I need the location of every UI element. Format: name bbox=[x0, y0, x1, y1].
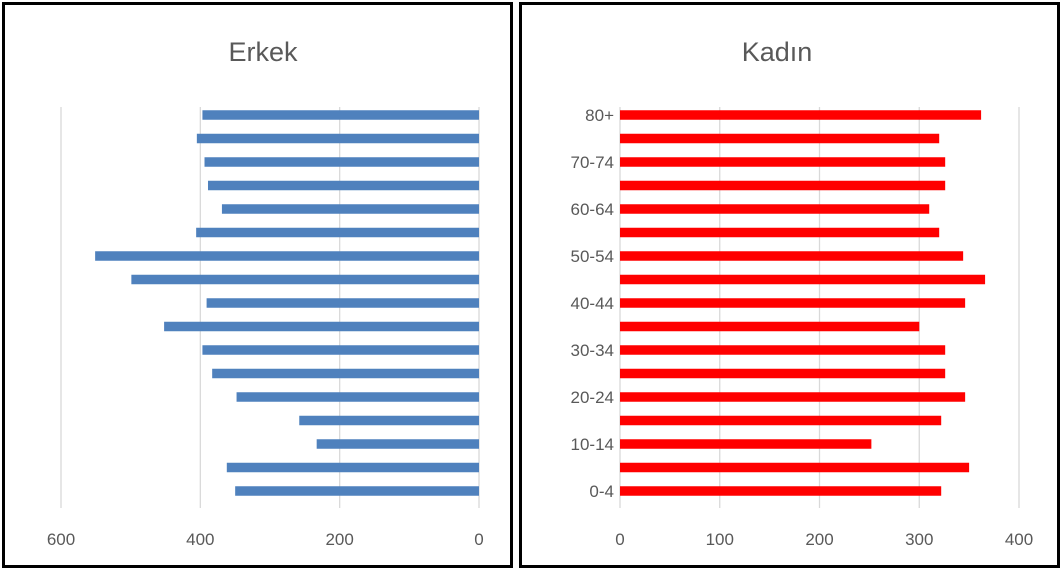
bar-5-9 bbox=[226, 462, 479, 473]
x-tick-label: 200 bbox=[325, 530, 353, 549]
y-category-label: 40-44 bbox=[571, 294, 614, 313]
x-tick-label: 200 bbox=[805, 530, 833, 549]
bar-40-44 bbox=[620, 298, 966, 308]
bar-60-64 bbox=[221, 204, 479, 214]
bar-5-9 bbox=[620, 462, 970, 473]
bar-80+ bbox=[620, 110, 982, 120]
y-category-label: 70-74 bbox=[571, 153, 614, 172]
y-category-label: 80+ bbox=[585, 106, 614, 125]
x-tick-label: 300 bbox=[905, 530, 933, 549]
y-category-label: 60-64 bbox=[571, 200, 614, 219]
bar-55-59 bbox=[196, 227, 480, 238]
bar-35-39 bbox=[164, 321, 479, 332]
bar-40-44 bbox=[206, 298, 479, 308]
bar-70-74 bbox=[204, 157, 479, 167]
bar-30-34 bbox=[202, 345, 479, 355]
x-tick-label: 0 bbox=[474, 530, 483, 549]
erkek-chart: Erkek 600 400 200 0 bbox=[47, 37, 484, 549]
bar-70-74 bbox=[620, 157, 946, 167]
bar-10-14 bbox=[620, 439, 872, 449]
bar-65-69 bbox=[620, 180, 946, 191]
bar-75-79 bbox=[620, 133, 940, 144]
x-tick-label: 600 bbox=[47, 530, 75, 549]
bar-65-69 bbox=[207, 180, 479, 191]
bar-60-64 bbox=[620, 204, 930, 214]
y-category-label: 20-24 bbox=[571, 388, 614, 407]
y-category-label: 50-54 bbox=[571, 247, 614, 266]
bar-30-34 bbox=[620, 345, 946, 355]
bar-0-4 bbox=[235, 486, 479, 496]
y-category-label: 30-34 bbox=[571, 341, 614, 360]
y-category-label: 0-4 bbox=[589, 482, 614, 501]
bar-0-4 bbox=[620, 486, 942, 496]
bar-20-24 bbox=[620, 392, 966, 402]
bar-50-54 bbox=[95, 251, 480, 261]
bar-50-54 bbox=[620, 251, 964, 261]
chart-title: Erkek bbox=[228, 37, 298, 67]
bar-25-29 bbox=[212, 368, 479, 379]
x-tick-label: 400 bbox=[1005, 530, 1033, 549]
chart-title: Kadın bbox=[742, 37, 813, 67]
y-category-label: 10-14 bbox=[571, 435, 614, 454]
bar-10-14 bbox=[316, 439, 479, 449]
bar-80+ bbox=[202, 110, 479, 120]
kadin-chart-panel: Kadın 0 100 200 300 400 0-4 10-14 20-24 30-34 40-4… bbox=[519, 2, 1060, 568]
erkek-chart-panel: Erkek 600 400 200 0 bbox=[2, 2, 513, 568]
x-tick-label: 400 bbox=[186, 530, 214, 549]
bar-55-59 bbox=[620, 227, 940, 238]
bar-45-49 bbox=[620, 274, 986, 285]
x-tick-label: 0 bbox=[615, 530, 624, 549]
bar-20-24 bbox=[236, 392, 479, 402]
bar-35-39 bbox=[620, 321, 920, 332]
bar-75-79 bbox=[196, 133, 479, 144]
x-tick-label: 100 bbox=[706, 530, 734, 549]
kadin-chart: Kadın 0 100 200 300 400 0-4 10-14 20-24 30-34 40-4… bbox=[571, 37, 1034, 549]
bar-45-49 bbox=[131, 274, 479, 285]
bar-15-19 bbox=[299, 415, 479, 426]
bar-25-29 bbox=[620, 368, 946, 379]
bar-15-19 bbox=[620, 415, 942, 426]
